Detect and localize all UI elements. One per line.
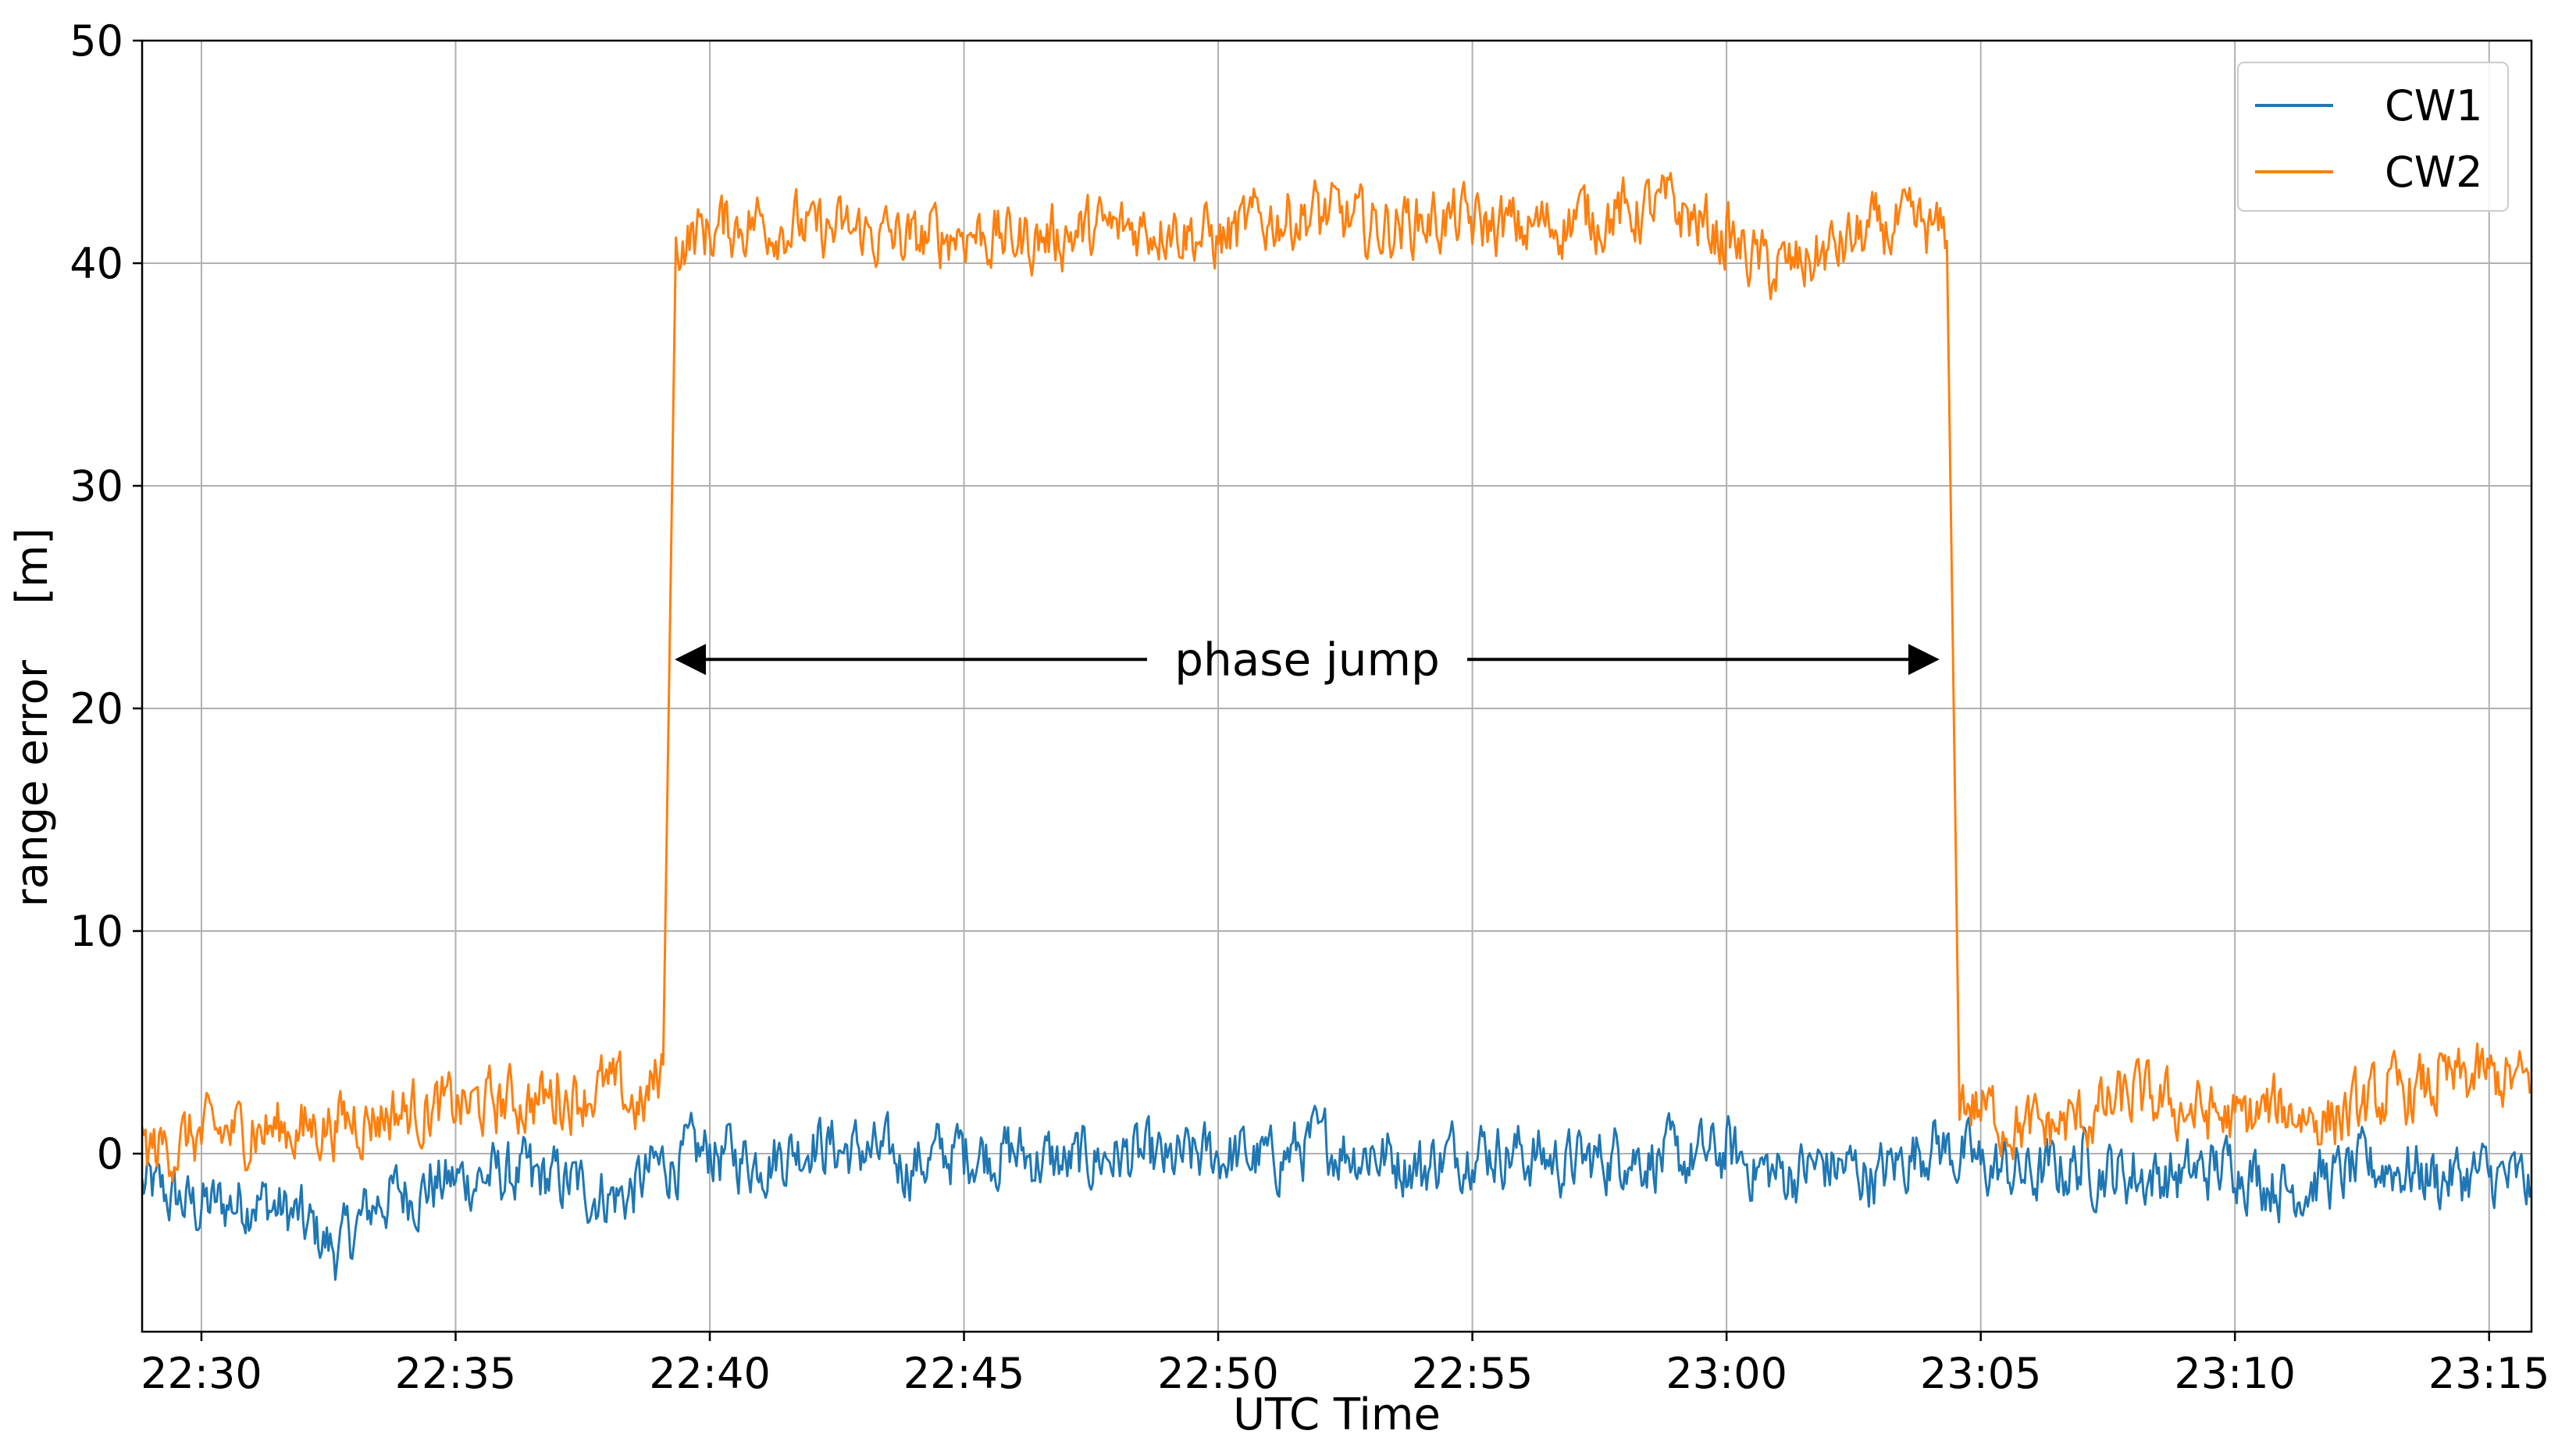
y-tick-label: 50	[69, 16, 123, 66]
legend-box	[2237, 62, 2509, 212]
legend-label-cw2: CW2	[2385, 148, 2482, 197]
y-tick-label: 10	[69, 907, 123, 956]
x-tick-label: 23:05	[1920, 1349, 2042, 1398]
x-axis-title: UTC Time	[1233, 1390, 1441, 1440]
series-group	[142, 172, 2531, 1281]
x-axis: 22:30 22:35 22:40 22:45 22:50 22:55 23:00 23:05…	[141, 1332, 2550, 1398]
series-line-cw1	[142, 1104, 2531, 1281]
y-tick-label: 40	[69, 239, 123, 288]
x-tick-label: 22:35	[395, 1349, 517, 1398]
phase-jump-label: phase jump	[1174, 633, 1440, 686]
y-tick-label: 30	[69, 462, 123, 511]
x-tick-label: 23:15	[2428, 1349, 2550, 1398]
y-tick-label: 0	[97, 1129, 123, 1179]
x-tick-label: 22:55	[1412, 1349, 1534, 1398]
y-tick-label: 20	[69, 684, 123, 733]
x-tick-label: 22:50	[1157, 1349, 1279, 1398]
x-tick-label: 22:40	[649, 1349, 771, 1398]
x-tick-label: 23:00	[1666, 1349, 1787, 1398]
y-axis: 0 10 20 30 40 50	[69, 16, 142, 1179]
series-line-cw2	[142, 172, 2531, 1183]
grid	[142, 40, 2531, 1332]
x-tick-label: 23:10	[2174, 1349, 2296, 1398]
x-tick-label: 22:45	[903, 1349, 1025, 1398]
legend-label-cw1: CW1	[2385, 81, 2482, 130]
x-tick-label: 22:30	[141, 1349, 262, 1398]
y-axis-title: range error [m]	[7, 528, 58, 908]
plot-area	[142, 172, 2531, 1281]
phase-jump-annotation: phase jump	[675, 633, 1940, 686]
plot-frame	[141, 39, 2533, 1333]
